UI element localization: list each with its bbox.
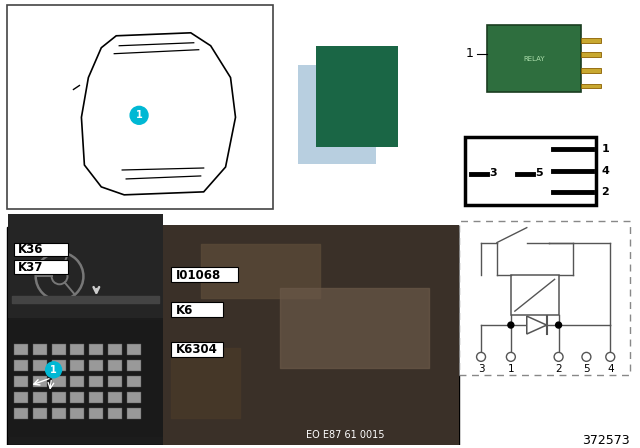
Text: I01068: I01068 bbox=[176, 269, 221, 282]
Bar bbox=[127, 376, 141, 387]
Bar bbox=[33, 392, 47, 403]
Circle shape bbox=[506, 353, 515, 362]
Bar bbox=[459, 221, 630, 375]
Bar bbox=[108, 408, 122, 418]
Text: K36: K36 bbox=[18, 243, 44, 256]
Text: 3: 3 bbox=[489, 168, 497, 178]
Bar bbox=[127, 408, 141, 418]
Bar bbox=[14, 242, 68, 256]
Bar bbox=[52, 392, 65, 403]
PathPatch shape bbox=[81, 33, 236, 195]
Text: 3: 3 bbox=[477, 364, 484, 374]
Text: K6304: K6304 bbox=[176, 344, 218, 357]
Bar bbox=[465, 137, 596, 205]
Bar bbox=[33, 344, 47, 355]
Bar bbox=[90, 344, 103, 355]
Bar bbox=[70, 360, 84, 371]
Bar bbox=[108, 344, 122, 355]
Bar bbox=[108, 376, 122, 387]
Bar bbox=[127, 344, 141, 355]
Circle shape bbox=[556, 322, 561, 328]
Bar bbox=[127, 392, 141, 403]
Bar bbox=[70, 376, 84, 387]
Bar bbox=[70, 408, 84, 418]
Polygon shape bbox=[527, 316, 547, 334]
Circle shape bbox=[130, 106, 148, 124]
Bar bbox=[7, 227, 459, 445]
Bar bbox=[171, 302, 223, 317]
Text: 1: 1 bbox=[465, 47, 473, 60]
Bar bbox=[127, 360, 141, 371]
Bar bbox=[582, 38, 602, 43]
Circle shape bbox=[606, 353, 615, 362]
Text: K6: K6 bbox=[176, 304, 193, 317]
Bar bbox=[90, 360, 103, 371]
Bar bbox=[70, 344, 84, 355]
Bar bbox=[33, 360, 47, 371]
Bar bbox=[14, 260, 68, 274]
Bar bbox=[52, 344, 65, 355]
Text: 1: 1 bbox=[508, 364, 514, 374]
Bar bbox=[582, 52, 602, 56]
Circle shape bbox=[508, 322, 514, 328]
Circle shape bbox=[582, 353, 591, 362]
Text: K37: K37 bbox=[18, 261, 43, 274]
Bar bbox=[90, 408, 103, 418]
Bar bbox=[487, 25, 582, 92]
Bar bbox=[14, 360, 28, 371]
Bar bbox=[52, 408, 65, 418]
Bar bbox=[316, 46, 397, 147]
Circle shape bbox=[45, 362, 61, 378]
Bar bbox=[298, 65, 376, 164]
Bar bbox=[171, 342, 223, 357]
Text: 372573: 372573 bbox=[582, 434, 630, 447]
Bar bbox=[14, 408, 28, 418]
Bar bbox=[163, 224, 459, 445]
Bar bbox=[33, 408, 47, 418]
Text: RELAY: RELAY bbox=[523, 56, 545, 62]
Bar bbox=[14, 344, 28, 355]
Text: 1: 1 bbox=[602, 144, 609, 154]
Bar bbox=[90, 392, 103, 403]
Text: 1: 1 bbox=[50, 365, 57, 375]
Text: 4: 4 bbox=[602, 166, 609, 176]
Text: 2: 2 bbox=[556, 364, 562, 374]
Text: 1: 1 bbox=[136, 110, 143, 121]
Bar bbox=[52, 360, 65, 371]
Bar bbox=[8, 320, 163, 437]
Bar bbox=[108, 360, 122, 371]
Bar bbox=[33, 376, 47, 387]
Bar bbox=[7, 5, 273, 209]
Bar bbox=[14, 376, 28, 387]
Circle shape bbox=[477, 353, 486, 362]
Text: 5: 5 bbox=[583, 364, 589, 374]
Text: 4: 4 bbox=[607, 364, 614, 374]
Text: 2: 2 bbox=[602, 187, 609, 197]
Bar bbox=[108, 392, 122, 403]
Bar bbox=[582, 83, 602, 88]
Bar bbox=[90, 376, 103, 387]
Bar bbox=[70, 392, 84, 403]
Circle shape bbox=[554, 353, 563, 362]
Bar bbox=[52, 376, 65, 387]
Bar bbox=[171, 267, 239, 282]
Text: EO E87 61 0015: EO E87 61 0015 bbox=[306, 431, 384, 440]
Bar bbox=[582, 68, 602, 73]
Bar bbox=[14, 392, 28, 403]
Text: 5: 5 bbox=[535, 168, 543, 178]
Bar bbox=[511, 276, 559, 315]
Bar bbox=[8, 214, 163, 318]
